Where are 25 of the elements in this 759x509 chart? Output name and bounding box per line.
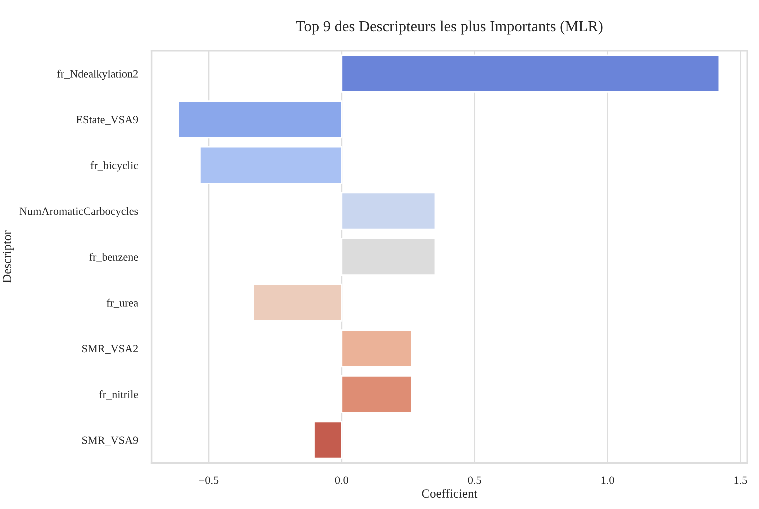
chart-title: Top 9 des Descripteurs les plus Importants (MLR) xyxy=(296,20,603,35)
x-tick-label: −0.5 xyxy=(199,476,219,484)
bar xyxy=(199,146,343,184)
x-tick-label: 1.0 xyxy=(602,476,614,484)
y-tick-label: fr_benzene xyxy=(90,253,138,262)
bar xyxy=(341,192,436,230)
y-tick-label: SMR_VSA9 xyxy=(82,436,138,446)
x-axis-title: Coefficient xyxy=(422,489,478,498)
y-axis-title: Descriptor xyxy=(3,230,14,284)
y-tick-label: EState_VSA9 xyxy=(76,116,138,125)
y-tick-label: fr_Ndealkylation2 xyxy=(57,70,138,80)
y-tick-label: fr_nitrile xyxy=(99,390,138,400)
x-tick-label: 0.5 xyxy=(468,476,482,484)
y-tick-label: fr_urea xyxy=(106,298,138,308)
bar xyxy=(178,100,343,139)
bar xyxy=(341,330,413,368)
y-tick-label: NumAromaticCarbocycles xyxy=(20,207,138,218)
bar xyxy=(314,421,343,460)
bar xyxy=(252,284,343,322)
y-tick-label: fr_bicyclic xyxy=(90,162,138,172)
bar xyxy=(341,375,413,414)
x-tick-label: 0.0 xyxy=(335,476,348,484)
x-tick-label: 1.5 xyxy=(734,476,748,484)
bar xyxy=(341,54,720,93)
y-tick-label: SMR_VSA2 xyxy=(82,345,138,354)
